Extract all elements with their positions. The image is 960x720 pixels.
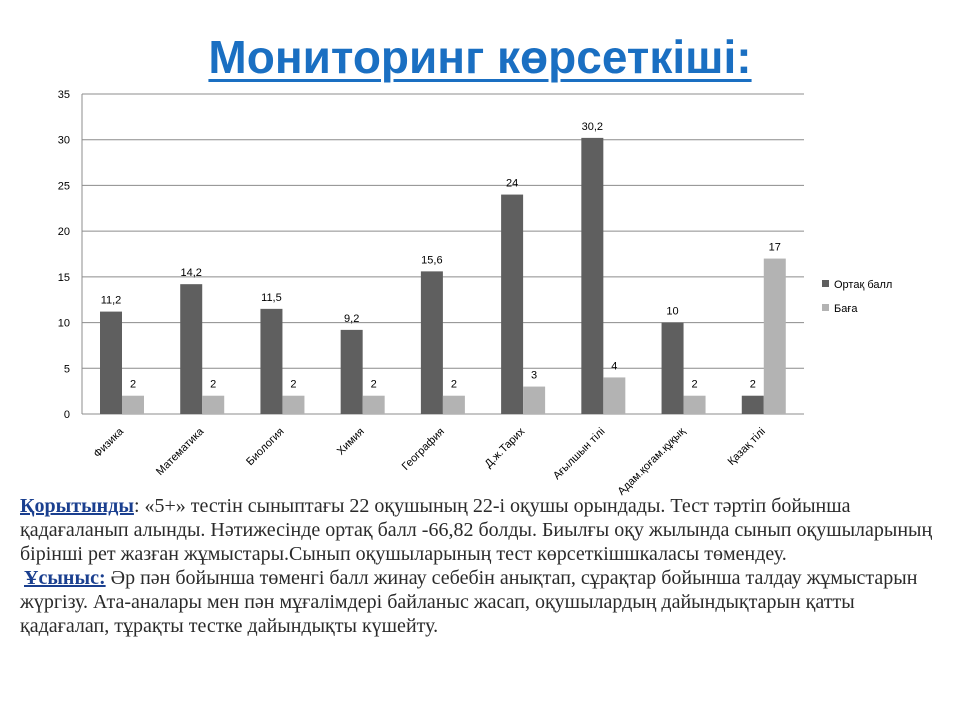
y-tick-label: 10 [58, 318, 70, 330]
y-tick-label: 30 [58, 135, 70, 147]
legend-label: Ортақ балл [834, 279, 892, 291]
y-tick-label: 5 [64, 363, 70, 375]
y-tick-label: 25 [58, 180, 70, 192]
data-label: 3 [531, 370, 537, 382]
x-category-label: Физика [92, 425, 127, 460]
chart-data-labels: 11,2 2 14,2 2 11,5 2 9,2 2 15,6 2 24 3 30,2 4 10 2 2 17 [101, 121, 781, 391]
chart-category-labels: Физика Математика Биология Химия География Д.… [92, 425, 768, 498]
data-label: 17 [769, 242, 781, 254]
data-label: 24 [506, 178, 518, 190]
bar-grade-3 [362, 395, 385, 414]
bar-grade-1 [202, 395, 225, 414]
chart-bars [100, 137, 786, 414]
x-category-label: Математика [154, 425, 207, 478]
data-label: 11,5 [261, 292, 282, 304]
data-label: 10 [666, 306, 678, 318]
bar-avg-5 [501, 194, 524, 414]
page-title: Мониторинг көрсеткіші: [208, 31, 752, 83]
data-label: 11,2 [101, 295, 122, 307]
bar-avg-4 [420, 271, 443, 414]
bar-avg-6 [581, 137, 604, 414]
data-label: 2 [210, 379, 216, 391]
conclusion-heading: Қорытынды [20, 495, 134, 517]
bar-chart: 0 5 10 15 20 25 30 35 11,2 2 14,2 2 11,5 2 9,2 2 15,6 2 2… [58, 89, 893, 498]
bar-grade-0 [122, 395, 144, 414]
data-label: 14,2 [181, 267, 202, 279]
data-label: 15,6 [421, 254, 442, 266]
y-tick-label: 15 [58, 272, 70, 284]
legend-swatch-1 [822, 304, 829, 311]
suggestion-heading: Ұсыныс: [24, 567, 106, 589]
bar-avg-2 [260, 308, 283, 414]
bar-grade-6 [603, 377, 626, 414]
bar-avg-1 [180, 284, 203, 414]
y-tick-label: 20 [58, 226, 70, 238]
chart-gridlines [82, 93, 804, 415]
x-category-label: Қазақ тілі [726, 426, 768, 468]
legend-label: Баға [834, 303, 858, 315]
data-label: 2 [451, 379, 457, 391]
bar-avg-3 [340, 329, 363, 414]
data-label: 2 [750, 379, 756, 391]
suggestion-body: Әр пән бойынша төменгі балл жинау себебі… [20, 567, 918, 637]
data-label: 4 [611, 360, 617, 372]
data-label: 2 [371, 379, 377, 391]
x-category-label: Адам.қоғам.құқық [616, 426, 688, 498]
x-category-label: Ағылшын тілі [551, 426, 607, 482]
bar-grade-4 [442, 395, 465, 414]
y-tick-label: 0 [64, 409, 70, 421]
data-label: 2 [290, 379, 296, 391]
bar-avg-8 [741, 395, 764, 414]
x-category-label: Химия [335, 426, 367, 458]
conclusion-text: Қорытынды: «5+» тестін сыныптағы 22 оқуш… [20, 494, 940, 638]
data-label: 30,2 [582, 121, 603, 133]
bar-grade-2 [282, 395, 305, 414]
bar-avg-7 [661, 322, 684, 414]
x-category-label: Биология [244, 426, 286, 468]
chart-legend: Ортақ балл Баға [822, 279, 892, 315]
data-label: 9,2 [344, 313, 359, 325]
data-label: 2 [130, 379, 136, 391]
data-label: 2 [691, 379, 697, 391]
bar-grade-8 [763, 258, 786, 414]
bar-grade-5 [523, 386, 546, 414]
conclusion-body: : «5+» тестін сыныптағы 22 оқушының 22-і… [20, 495, 933, 565]
y-tick-label: 35 [58, 89, 70, 101]
legend-swatch-0 [822, 280, 829, 287]
x-category-label: География [400, 426, 447, 473]
bar-avg-0 [100, 311, 122, 414]
bar-grade-7 [683, 395, 706, 414]
x-category-label: Д.ж.Тарих [483, 425, 528, 470]
